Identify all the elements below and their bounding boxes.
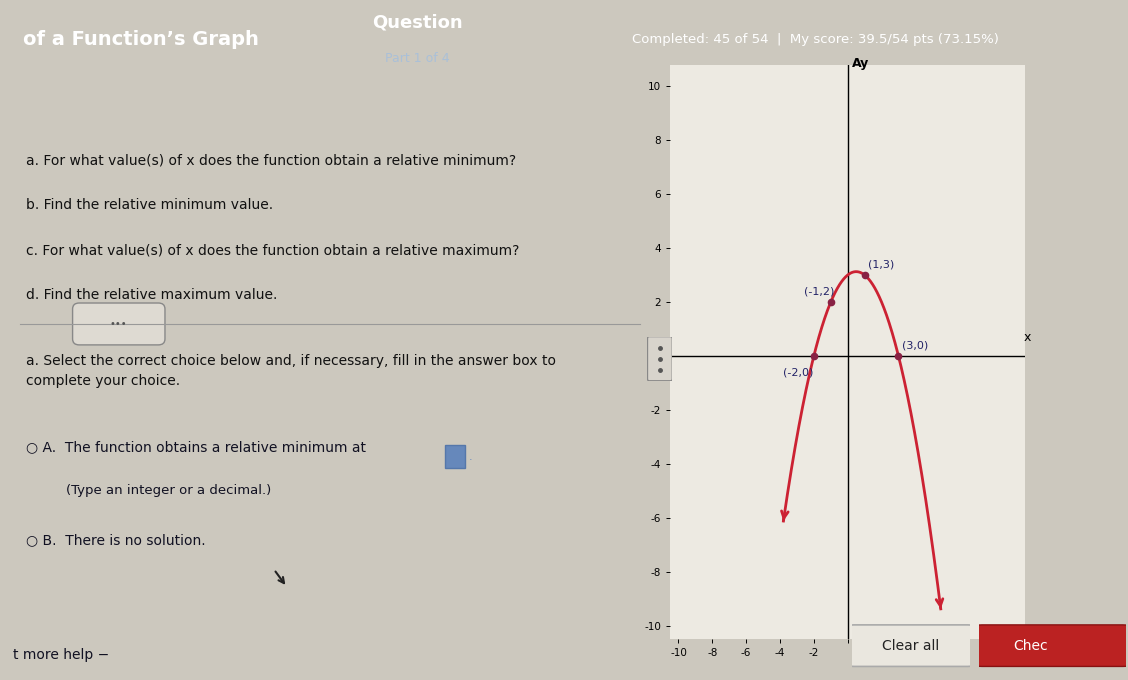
- Text: (-1,2): (-1,2): [803, 286, 834, 296]
- Text: a. Select the correct choice below and, if necessary, fill in the answer box to
: a. Select the correct choice below and, …: [26, 354, 556, 388]
- Text: Question: Question: [372, 14, 462, 32]
- FancyBboxPatch shape: [72, 303, 165, 345]
- Text: •••: •••: [109, 319, 127, 329]
- Text: t more help −: t more help −: [14, 648, 109, 662]
- Text: (3,0): (3,0): [902, 341, 928, 351]
- Text: Clear all: Clear all: [882, 639, 940, 653]
- Text: Completed: 45 of 54  |  My score: 39.5/54 pts (73.15%): Completed: 45 of 54 | My score: 39.5/54 …: [632, 33, 998, 46]
- Text: (1,3): (1,3): [869, 260, 895, 270]
- Text: Part 1 of 4: Part 1 of 4: [385, 52, 450, 65]
- FancyBboxPatch shape: [975, 625, 1128, 666]
- FancyBboxPatch shape: [848, 625, 973, 666]
- FancyBboxPatch shape: [446, 445, 465, 468]
- Text: of a Function’s Graph: of a Function’s Graph: [23, 30, 258, 49]
- Text: Ay: Ay: [852, 57, 870, 70]
- Text: x: x: [1024, 330, 1031, 344]
- Text: d. Find the relative maximum value.: d. Find the relative maximum value.: [26, 288, 277, 302]
- Text: b. Find the relative minimum value.: b. Find the relative minimum value.: [26, 199, 273, 212]
- Text: (-2,0): (-2,0): [783, 367, 813, 377]
- Text: a. For what value(s) of x does the function obtain a relative minimum?: a. For what value(s) of x does the funct…: [26, 154, 517, 167]
- Text: ○ A.  The function obtains a relative minimum at: ○ A. The function obtains a relative min…: [26, 441, 367, 455]
- FancyBboxPatch shape: [647, 337, 672, 381]
- Text: .: .: [468, 452, 473, 462]
- Text: ○ B.  There is no solution.: ○ B. There is no solution.: [26, 533, 206, 547]
- Text: (Type an integer or a decimal.): (Type an integer or a decimal.): [65, 483, 271, 496]
- Text: c. For what value(s) of x does the function obtain a relative maximum?: c. For what value(s) of x does the funct…: [26, 243, 520, 257]
- Text: Chec: Chec: [1013, 639, 1048, 653]
